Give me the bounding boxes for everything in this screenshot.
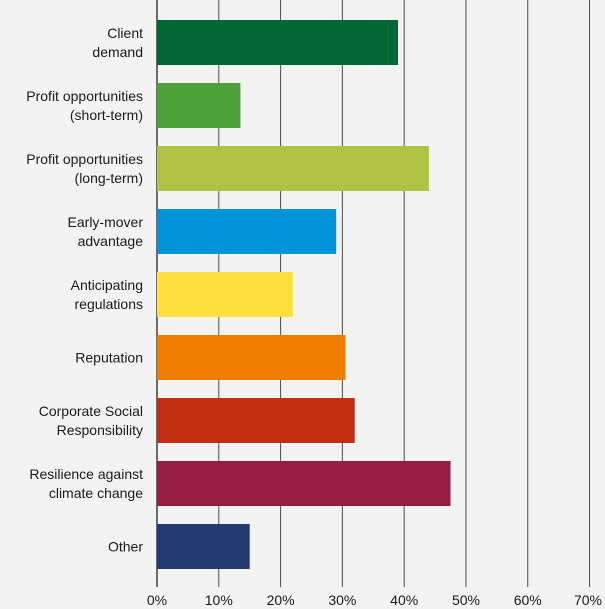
x-tick-label-50: 50% [452, 592, 480, 608]
x-tick-label-30: 30% [328, 592, 356, 608]
category-label-line: Corporate Social [39, 403, 143, 419]
category-label-line: Resilience against [29, 466, 143, 482]
category-label-7: Resilience against climate change [29, 466, 143, 501]
category-label-line: Reputation [75, 350, 143, 366]
bars [157, 20, 451, 569]
bar-1 [157, 83, 241, 128]
bar-4 [157, 272, 293, 317]
x-axis-ticks: 0% 10% 20% 30% 40% 50% 60% 70% [147, 592, 602, 608]
category-label-4: Anticipating regulations [71, 277, 143, 312]
bar-0 [157, 20, 398, 65]
category-label-5: Reputation [75, 350, 143, 366]
x-tick-label-10: 10% [205, 592, 233, 608]
category-label-line: Early-mover [68, 214, 144, 230]
category-label-line: (long-term) [75, 170, 143, 186]
category-label-line: Responsibility [57, 422, 143, 438]
bar-8 [157, 524, 250, 569]
category-label-line: regulations [75, 296, 144, 312]
category-label-line: Profit opportunities [26, 151, 143, 167]
bar-5 [157, 335, 346, 380]
category-label-line: Other [108, 539, 143, 555]
category-label-line: Profit opportunities [26, 88, 143, 104]
category-label-line: (short-term) [70, 107, 143, 123]
bar-3 [157, 209, 337, 254]
bar-2 [157, 146, 429, 191]
category-label-line: Anticipating [71, 277, 143, 293]
category-labels: Client demand Profit opportunities (short-t… [26, 25, 143, 555]
x-tick-label-20: 20% [267, 592, 295, 608]
category-label-line: climate change [49, 485, 143, 501]
x-tick-label-70: 70% [574, 592, 602, 608]
category-label-0: Client demand [92, 25, 143, 60]
category-label-3: Early-mover advantage [68, 214, 144, 249]
x-tick-label-40: 40% [390, 592, 418, 608]
x-tick-label-60: 60% [514, 592, 542, 608]
x-tick-label-0: 0% [147, 592, 167, 608]
bar-6 [157, 398, 355, 443]
category-label-line: advantage [78, 233, 144, 249]
category-label-line: demand [92, 44, 143, 60]
category-label-line: Client [107, 25, 143, 41]
category-label-6: Corporate Social Responsibility [39, 403, 143, 438]
category-label-1: Profit opportunities (short-term) [26, 88, 143, 123]
category-label-8: Other [108, 539, 143, 555]
bar-7 [157, 461, 451, 506]
category-label-2: Profit opportunities (long-term) [26, 151, 143, 186]
